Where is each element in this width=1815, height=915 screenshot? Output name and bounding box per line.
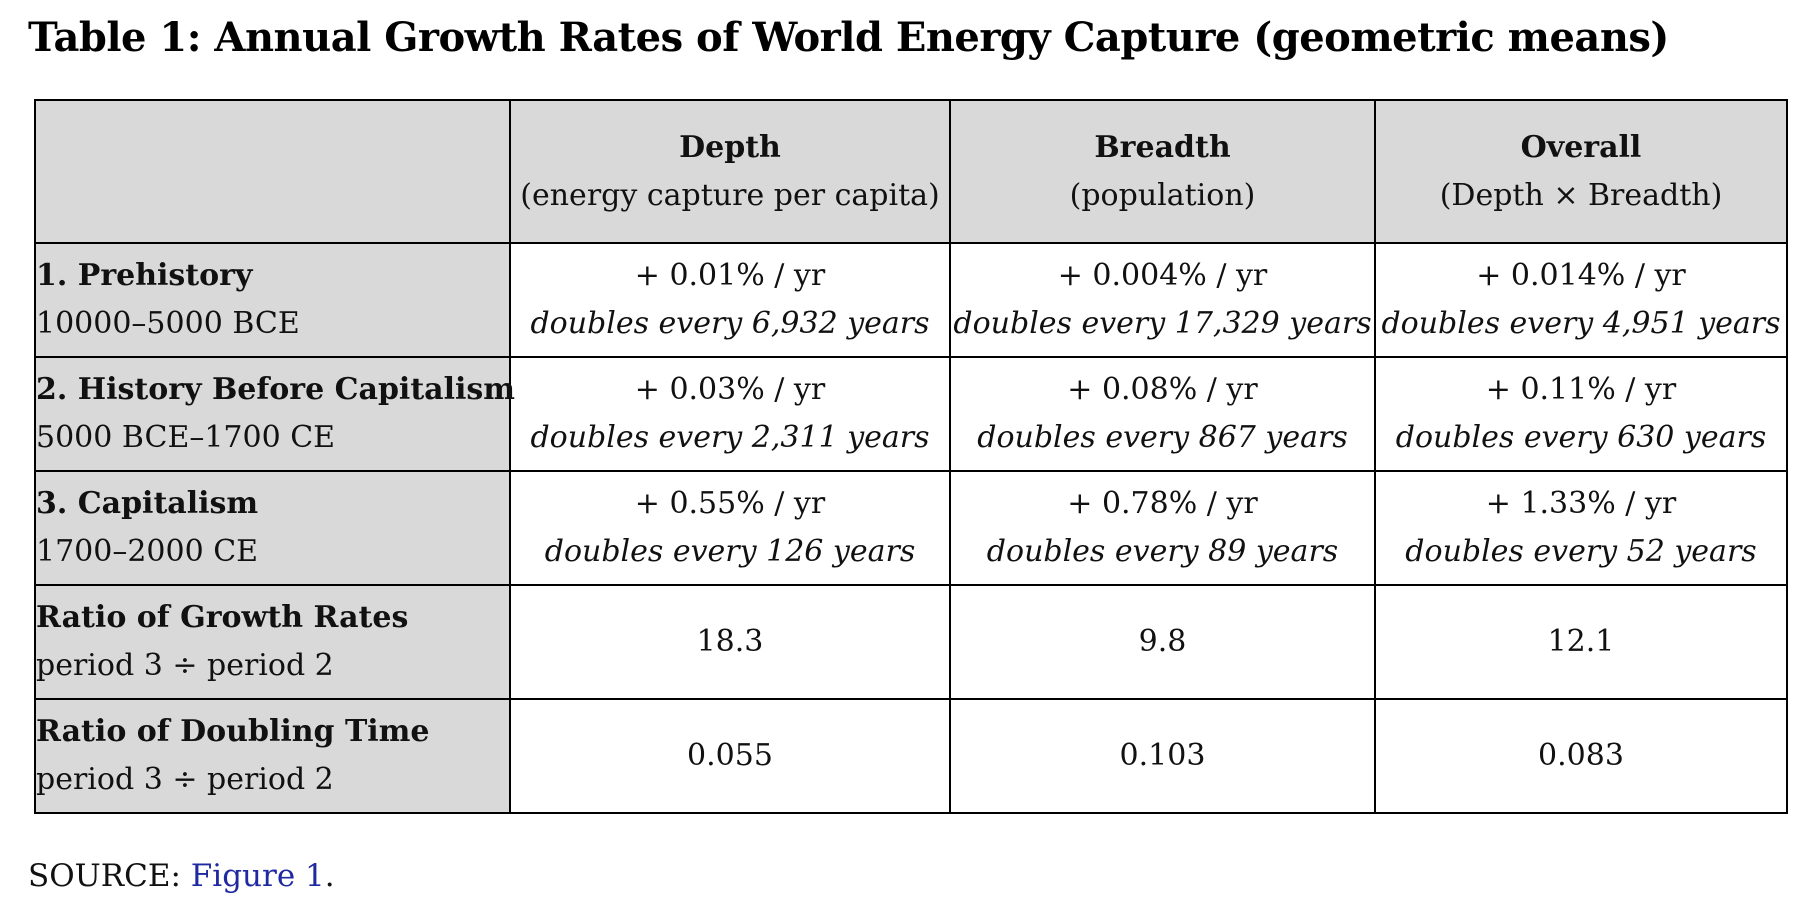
table-row-capitalism: 3. Capitalism 1700–2000 CE + 0.55% / yr … [34, 470, 1788, 586]
table-cell: + 1.33% / yr doubles every 52 years [1374, 470, 1788, 586]
row-label-cell: 2. History Before Capitalism 5000 BCE–17… [34, 356, 516, 472]
row-sublabel: period 3 ÷ period 2 [36, 648, 334, 683]
source-suffix: . [324, 858, 335, 894]
doubling-time: doubles every 52 years [1405, 534, 1757, 569]
table-cell: + 0.55% / yr doubles every 126 years [509, 470, 951, 586]
doubling-time: doubles every 89 years [986, 534, 1339, 569]
doubling-time: doubles every 17,329 years [953, 306, 1372, 341]
row-label-cell: Ratio of Growth Rates period 3 ÷ period … [34, 584, 511, 700]
column-header-subtitle: (energy capture per capita) [520, 177, 940, 213]
row-date-range: 10000–5000 BCE [36, 306, 300, 341]
growth-rate: + 0.55% / yr [634, 486, 826, 521]
table-cell: 18.3 [509, 584, 951, 700]
growth-rate: + 0.01% / yr [634, 258, 826, 293]
growth-rate: + 0.11% / yr [1485, 372, 1677, 407]
header-corner-cell [34, 99, 511, 244]
column-header-subtitle: (Depth × Breadth) [1439, 177, 1723, 213]
growth-rate: + 0.08% / yr [1067, 372, 1258, 407]
row-label-cell: 3. Capitalism 1700–2000 CE [34, 470, 511, 586]
row-label: Ratio of Growth Rates [36, 600, 409, 635]
table-row-history-before-capitalism: 2. History Before Capitalism 5000 BCE–17… [34, 356, 1788, 472]
table-cell: + 0.01% / yr doubles every 6,932 years [509, 242, 951, 358]
row-date-range: 5000 BCE–1700 CE [36, 420, 336, 455]
row-label-cell: Ratio of Doubling Time period 3 ÷ period… [34, 698, 511, 814]
growth-rates-table: Depth (energy capture per capita) Breadt… [34, 99, 1788, 814]
ratio-value: 0.055 [687, 738, 773, 773]
column-header-title: Depth [679, 129, 781, 165]
growth-rate: + 0.78% / yr [1067, 486, 1258, 521]
ratio-value: 12.1 [1547, 624, 1615, 659]
table-cell: + 0.08% / yr doubles every 867 years [949, 356, 1376, 472]
growth-rate: + 0.03% / yr [634, 372, 826, 407]
table-cell: 12.1 [1374, 584, 1788, 700]
row-label-cell: 1. Prehistory 10000–5000 BCE [34, 242, 511, 358]
doubling-time: doubles every 6,932 years [530, 306, 930, 341]
table-header-row: Depth (energy capture per capita) Breadt… [34, 99, 1788, 244]
ratio-value: 18.3 [696, 624, 764, 659]
table-cell: 0.103 [949, 698, 1376, 814]
row-label: Ratio of Doubling Time [36, 714, 430, 749]
source-prefix: SOURCE: [28, 858, 191, 894]
source-note: SOURCE: Figure 1. [28, 858, 335, 894]
row-label: 1. Prehistory [36, 258, 253, 293]
ratio-value: 0.083 [1538, 738, 1624, 773]
table-cell: + 0.03% / yr doubles every 2,311 years [509, 356, 951, 472]
column-header-subtitle: (population) [1069, 177, 1256, 213]
table-cell: 0.055 [509, 698, 951, 814]
column-header-breadth: Breadth (population) [949, 99, 1376, 244]
table-cell: 0.083 [1374, 698, 1788, 814]
doubling-time: doubles every 126 years [544, 534, 916, 569]
ratio-value: 0.103 [1119, 738, 1206, 773]
table-cell: + 0.014% / yr doubles every 4,951 years [1374, 242, 1788, 358]
row-sublabel: period 3 ÷ period 2 [36, 762, 334, 797]
growth-rate: + 0.014% / yr [1476, 258, 1686, 293]
column-header-depth: Depth (energy capture per capita) [509, 99, 951, 244]
table-row-ratio-growth-rates: Ratio of Growth Rates period 3 ÷ period … [34, 584, 1788, 700]
table-cell: 9.8 [949, 584, 1376, 700]
doubling-time: doubles every 4,951 years [1381, 306, 1781, 341]
growth-rate: + 1.33% / yr [1485, 486, 1677, 521]
growth-rate: + 0.004% / yr [1057, 258, 1268, 293]
doubling-time: doubles every 867 years [977, 420, 1348, 455]
table-cell: + 0.78% / yr doubles every 89 years [949, 470, 1376, 586]
column-header-title: Overall [1520, 129, 1642, 165]
doubling-time: doubles every 2,311 years [530, 420, 930, 455]
table-row-ratio-doubling-time: Ratio of Doubling Time period 3 ÷ period… [34, 698, 1788, 814]
column-header-title: Breadth [1094, 129, 1231, 165]
figure-1-link[interactable]: Figure 1 [190, 858, 325, 894]
table-cell: + 0.004% / yr doubles every 17,329 years [949, 242, 1376, 358]
row-label: 3. Capitalism [36, 486, 259, 521]
table-title: Table 1: Annual Growth Rates of World En… [28, 14, 1669, 61]
doubling-time: doubles every 630 years [1395, 420, 1767, 455]
row-date-range: 1700–2000 CE [36, 534, 259, 569]
row-label: 2. History Before Capitalism [36, 372, 516, 407]
column-header-overall: Overall (Depth × Breadth) [1374, 99, 1788, 244]
table-row-prehistory: 1. Prehistory 10000–5000 BCE + 0.01% / y… [34, 242, 1788, 358]
table-cell: + 0.11% / yr doubles every 630 years [1374, 356, 1788, 472]
ratio-value: 9.8 [1138, 624, 1187, 659]
